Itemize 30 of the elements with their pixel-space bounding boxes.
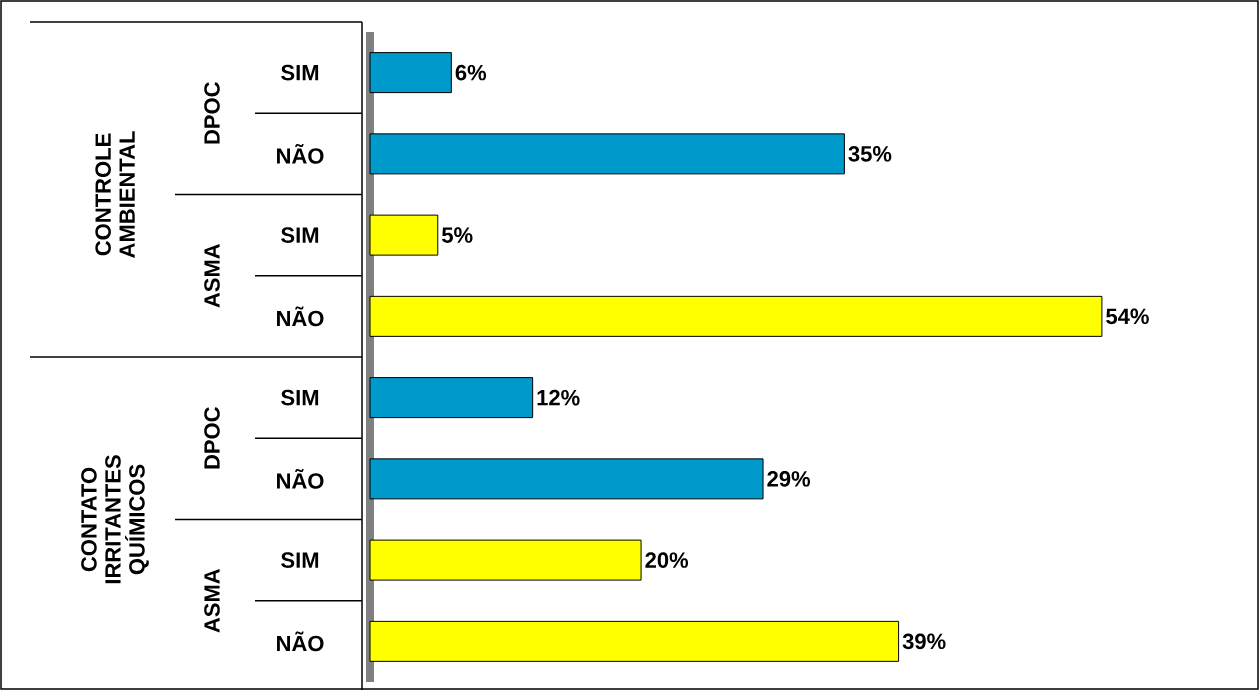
text: ASMA: [204, 243, 220, 308]
y-tick-label: SIM: [281, 227, 319, 243]
data-label: 54%: [1106, 308, 1149, 325]
text: ASMA: [204, 568, 220, 633]
y-tick-label: SIM: [281, 552, 319, 568]
data-label: 12%: [537, 389, 580, 406]
data-label: 29%: [767, 471, 811, 487]
text: CONTATO IRRITANTES QUÍMICOS: [81, 455, 149, 584]
bar: [369, 295, 1103, 337]
bar: [369, 377, 534, 419]
data-label: 5%: [441, 227, 473, 243]
y-tick-label: NÃO: [277, 306, 324, 327]
bar: [369, 52, 452, 94]
bar: [369, 458, 764, 500]
y-tick-label: SIM: [281, 389, 319, 406]
data-label: 6%: [455, 64, 487, 81]
y-tick-label: NÃO: [277, 468, 324, 489]
text: DPOC: [204, 82, 220, 144]
text: CONTROLE AMBIENTAL: [95, 131, 135, 258]
data-label: 20%: [645, 552, 689, 568]
bar: [369, 620, 900, 662]
text: DPOC: [204, 407, 220, 469]
bar: [369, 539, 642, 581]
bar: [369, 133, 845, 175]
y-tick-label: SIM: [281, 64, 319, 81]
y-tick-label: NÃO: [277, 143, 324, 164]
y-tick-label: NÃO: [277, 631, 324, 652]
data-label: 39%: [902, 633, 946, 650]
bar: [369, 214, 439, 256]
data-label: 35%: [848, 146, 892, 162]
